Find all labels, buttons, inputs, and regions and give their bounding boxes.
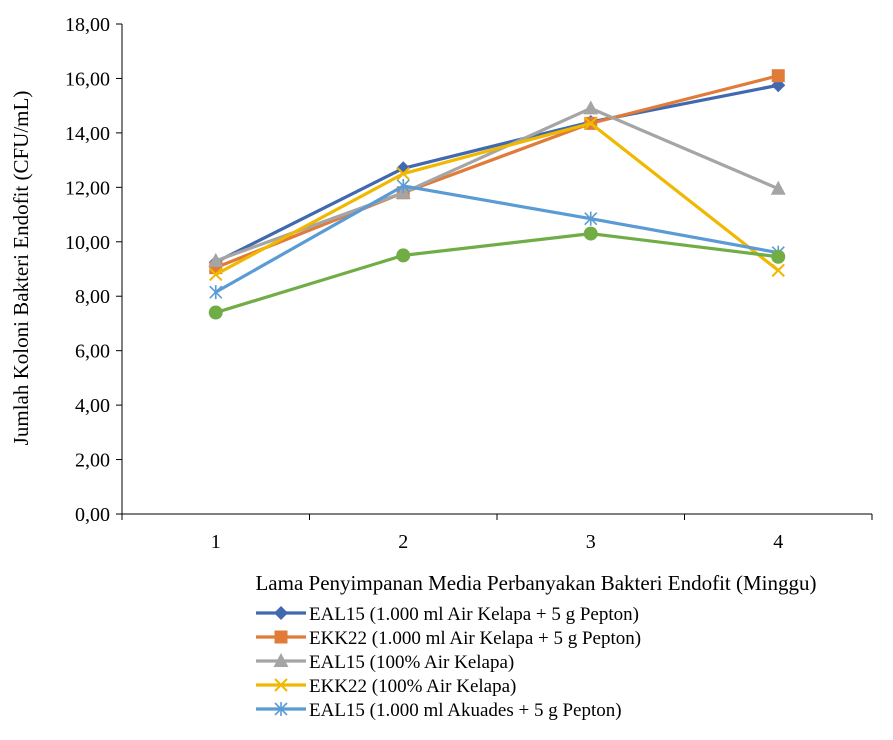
data-point (584, 116, 598, 131)
data-point (583, 100, 599, 115)
legend-label: EKK22 (1.000 ml Air Kelapa + 5 g Pepton) (309, 628, 641, 649)
data-point (396, 178, 410, 193)
y-tick-label: 16,00 (65, 68, 110, 90)
chart-axes: 0,00 2,00 4,00 6,00 8,00 10,00 12,00 14,00 16,00… (65, 14, 873, 553)
data-point (771, 249, 786, 264)
y-tick-label: 12,00 (65, 177, 110, 199)
x-tick-label: 1 (211, 531, 221, 553)
marker-stroke (396, 167, 410, 181)
marker-stroke (209, 267, 223, 282)
chart-legend: EAL15 (1.000 ml Air Kelapa + 5 g Pepton)… (256, 604, 641, 721)
x-tick-label: 4 (773, 531, 783, 553)
legend-item: EKK22 (100% Air Kelapa) (256, 676, 516, 697)
marker-stroke (584, 116, 598, 131)
series-3 (208, 100, 786, 267)
legend-item: EAL15 (1.000 ml Akuades + 5 g Pepton) (256, 700, 622, 721)
data-point (209, 285, 223, 300)
data-point (771, 263, 785, 278)
data-point (208, 305, 223, 320)
series-line (214, 74, 780, 270)
data-point (584, 211, 598, 226)
y-axis-title: Jumlah Koloni Bakteri Endofit (CFU/mL) (9, 91, 33, 446)
x-tick-label: 2 (398, 531, 408, 553)
legend-marker (274, 606, 288, 620)
y-tick-label: 0,00 (75, 504, 110, 526)
series-line (214, 232, 780, 315)
legend-item: EAL15 (1.000 ml Air Kelapa + 5 g Pepton) (256, 604, 639, 625)
y-tick-label: 2,00 (75, 450, 110, 472)
marker-stroke (274, 678, 288, 692)
legend-marker (274, 630, 288, 644)
data-point (208, 252, 224, 267)
y-tick-label: 8,00 (75, 286, 110, 308)
chart-series (208, 69, 786, 320)
data-point (396, 167, 410, 181)
x-axis-title: Lama Penyimpanan Media Perbanyakan Bakte… (255, 571, 816, 595)
series-4 (209, 116, 785, 282)
data-point (583, 226, 598, 241)
legend-marker (274, 702, 288, 716)
marker-stroke (771, 263, 785, 278)
series-line (214, 106, 780, 263)
data-point (209, 267, 223, 282)
legend-label: EKK22 (100% Air Kelapa) (309, 676, 516, 697)
legend-label: EAL15 (100% Air Kelapa) (309, 652, 514, 673)
legend-label: EAL15 (1.000 ml Akuades + 5 g Pepton) (309, 700, 622, 721)
legend-label: EAL15 (1.000 ml Air Kelapa + 5 g Pepton) (309, 604, 639, 625)
series-line (214, 83, 780, 264)
y-tick-label: 14,00 (65, 123, 110, 145)
data-point (771, 69, 785, 83)
data-point (396, 248, 411, 263)
y-tick-label: 18,00 (65, 14, 110, 36)
legend-item: EAL15 (100% Air Kelapa) (256, 652, 514, 673)
y-tick-label: 4,00 (75, 395, 110, 417)
y-tick-label: 10,00 (65, 232, 110, 254)
legend-marker (274, 678, 288, 692)
series-line (214, 184, 780, 294)
series-5 (209, 178, 785, 300)
legend-item: EKK22 (1.000 ml Air Kelapa + 5 g Pepton) (256, 628, 641, 649)
series-1 (208, 78, 786, 270)
series-6 (208, 226, 786, 320)
data-point (770, 180, 786, 195)
series-line (214, 121, 780, 277)
y-tick-label: 6,00 (75, 341, 110, 363)
legend-marker (273, 653, 289, 667)
x-tick-label: 3 (586, 531, 596, 553)
